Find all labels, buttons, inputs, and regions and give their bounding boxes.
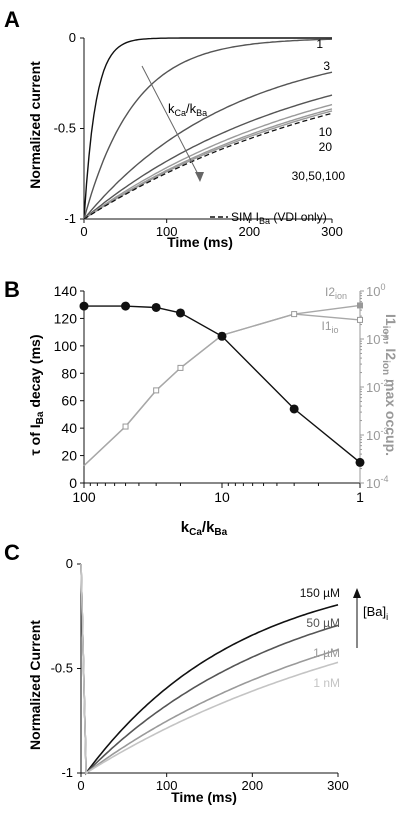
panel-a-x-tick-label: 300 <box>321 224 343 239</box>
panel-b-point-tau <box>175 308 185 318</box>
panel-a-line-sim-dashed <box>83 112 333 220</box>
panel-letter-c: C <box>4 540 20 565</box>
panel-b-point-i1io <box>177 364 184 371</box>
panel-b-x-tick-label: 1 <box>356 489 364 505</box>
panel-c-line-3 <box>80 563 339 775</box>
curve-label-20: 20 <box>319 140 333 154</box>
panel-b-right-ylabel: I1ion, I2ion max occup. <box>380 314 399 456</box>
panel-b-left-tick-label: 40 <box>61 420 77 436</box>
panel-c-xlabel: Time (ms) <box>171 789 237 805</box>
panel-c-y-tick-label: 0 <box>66 556 73 571</box>
panel-a-x-tick-label: 0 <box>80 224 87 239</box>
panel-b-right-tick-label: 10-4 <box>366 474 388 491</box>
panel-b-line-i2ion <box>83 304 361 467</box>
panel-b-left-tick-label: 0 <box>69 475 77 491</box>
panel-b-marks <box>79 301 365 467</box>
curve-label-30-50-100: 30,50,100 <box>292 169 346 183</box>
panel-b-point-i2ion <box>357 302 363 309</box>
panel-a-ylabel: Normalized current <box>27 61 43 189</box>
panel-b-left-tick-label: 60 <box>61 393 77 409</box>
panel-c-x-tick-label: 200 <box>241 778 263 793</box>
panel-b-point-tau <box>121 301 131 311</box>
panel-b-left-tick-label: 120 <box>54 310 78 326</box>
panel-b-left-tick-label: 140 <box>54 283 78 299</box>
panel-a-chart: 0 100 200 300 0 -0.5 -1 1 3 10 20 30,50,100 kC… <box>27 30 345 250</box>
panel-c-ylabel: Normalized Current <box>27 620 43 750</box>
panel-a-line-ratio-1 <box>83 37 332 220</box>
panel-b-point-tau <box>289 404 299 414</box>
panel-a-y-tick-label: 0 <box>69 30 76 45</box>
panel-a-x-tick-label: 100 <box>156 224 178 239</box>
panel-b-point-i1io <box>357 316 363 323</box>
panel-a-line-ratio-30 <box>83 103 333 220</box>
panel-a-line-ratio-20 <box>83 94 333 220</box>
ratio-arrow-line <box>141 65 201 179</box>
panel-a-line-ratio-10 <box>83 71 333 220</box>
panel-b-point-tau <box>151 302 161 312</box>
panel-a-axes: 0 100 200 300 0 -0.5 -1 <box>54 30 343 239</box>
curve-label-1: 1 <box>316 37 323 51</box>
series-label-1nm: 1 nM <box>313 676 340 690</box>
curve-label-3: 3 <box>323 59 330 73</box>
panel-b-line-tau <box>84 305 361 463</box>
panel-b-point-i1io <box>153 387 160 394</box>
panel-b-point-i1io <box>122 423 129 430</box>
panel-b-point-tau <box>355 457 365 467</box>
panel-c-lines <box>80 563 339 776</box>
panel-c-line-2 <box>80 563 339 775</box>
panel-letter-b: B <box>4 277 20 302</box>
panel-b-point-i1io <box>291 311 298 318</box>
panel-b-x-tick-label: 100 <box>72 489 96 505</box>
series-label-50um: 50 µM <box>306 616 340 630</box>
panel-b-right-tick-label: 100 <box>366 282 385 299</box>
panel-c-line-0 <box>80 563 339 776</box>
ratio-arrow-head <box>195 172 204 182</box>
panel-letter-a: A <box>4 7 20 32</box>
series-label-150um: 150 µM <box>300 586 340 600</box>
panel-b-point-tau <box>79 301 89 311</box>
panel-c-y-tick-label: -1 <box>61 765 73 780</box>
panel-b-chart: 100 10 102040608010012014010-410-310-210-1… <box>27 282 399 538</box>
panel-b-axes: 100 10 102040608010012014010-410-310-210-1… <box>54 282 389 505</box>
panel-c-x-tick-label: 100 <box>156 778 178 793</box>
panel-b-left-tick-label: 100 <box>54 338 78 354</box>
panel-a-x-tick-label: 200 <box>238 224 260 239</box>
panel-a-line-ratio-3 <box>83 38 333 220</box>
label-i2ion: I2ion <box>325 285 347 301</box>
panel-a-y-tick-label: -1 <box>64 211 76 226</box>
series-label-1um: 1 µM <box>313 646 340 660</box>
panel-c-axes: 0 100 200 300 0 -0.5 -1 <box>51 556 349 793</box>
conc-arrow-label: [Ba]i <box>363 604 388 622</box>
panel-a-line-ratio-50 <box>83 108 333 220</box>
curve-label-10: 10 <box>319 125 333 139</box>
panel-b-left-ylabel: τ of IBa decay (ms) <box>27 335 46 456</box>
panel-a-xlabel: Time (ms) <box>167 234 233 250</box>
ratio-arrow-label: kCa/kBa <box>168 101 207 118</box>
panel-b-xlabel: kCa/kBa <box>181 519 228 538</box>
conc-arrow-head <box>353 588 361 598</box>
panel-c-x-tick-label: 0 <box>77 778 84 793</box>
panel-c-x-tick-label: 300 <box>327 778 349 793</box>
panel-a-y-tick-label: -0.5 <box>54 121 76 136</box>
panel-c-chart: 0 100 200 300 0 -0.5 -1 150 µM 50 µM 1 µM 1 nM… <box>27 556 388 805</box>
panel-b-x-tick-label: 10 <box>214 489 230 505</box>
panel-a-lines <box>83 37 333 220</box>
panel-c-y-tick-label: -0.5 <box>51 661 73 676</box>
legend-label-sim: SIM IBa (VDI only) <box>231 210 327 226</box>
label-i1io: I1io <box>321 319 338 335</box>
panel-b-left-tick-label: 80 <box>61 365 77 381</box>
panel-c-line-1 <box>80 563 339 775</box>
panel-b-left-tick-label: 20 <box>61 448 77 464</box>
panel-b-point-tau <box>217 331 227 341</box>
panel-a-line-ratio-100 <box>83 110 333 220</box>
